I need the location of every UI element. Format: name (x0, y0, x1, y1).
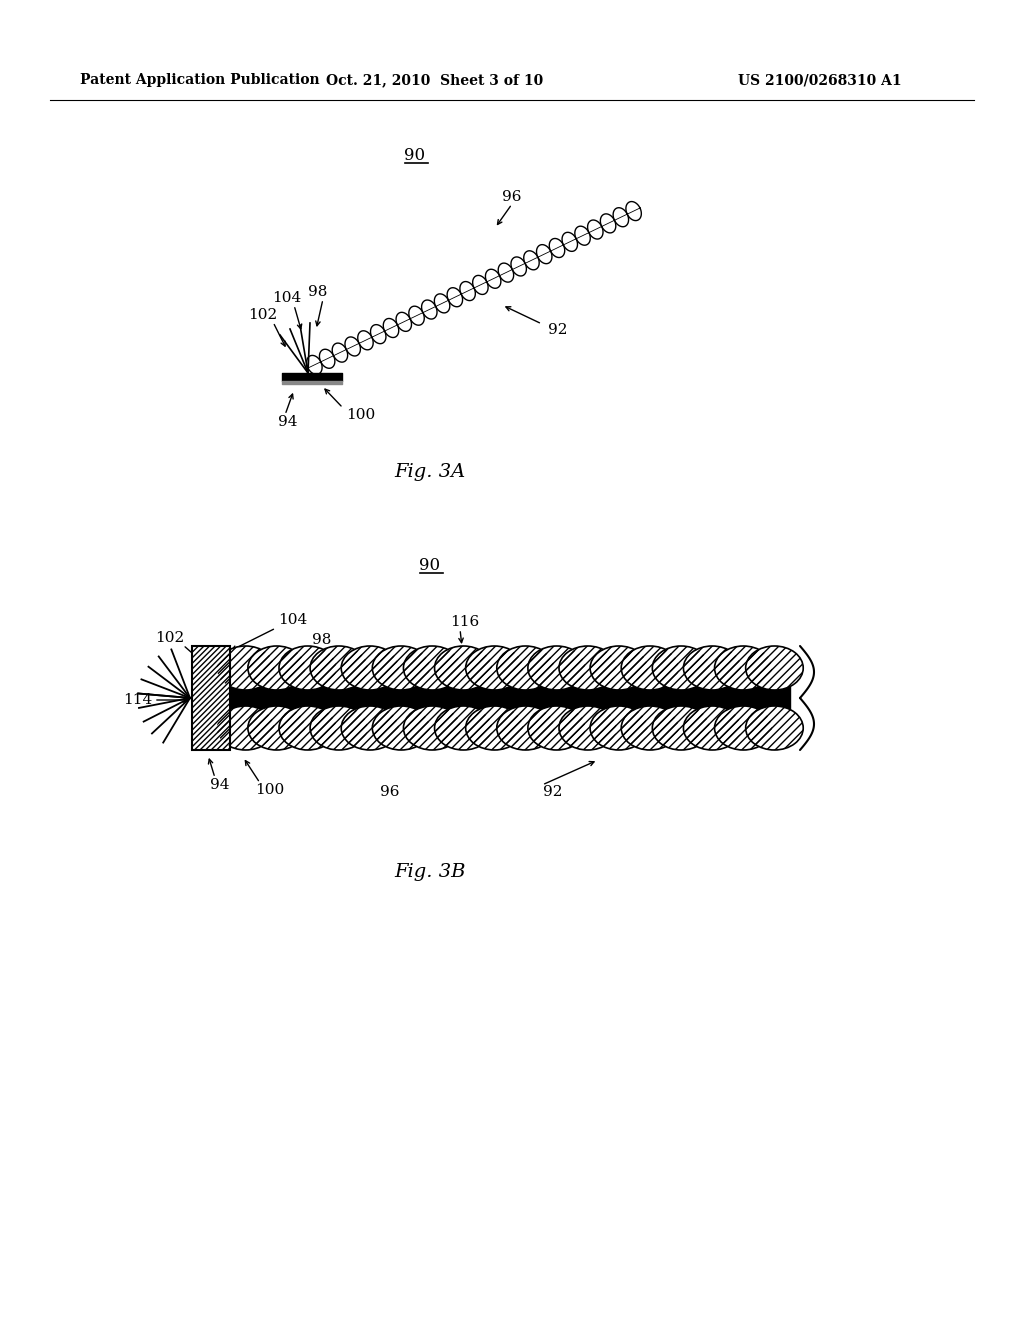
Ellipse shape (466, 645, 523, 690)
Ellipse shape (248, 645, 305, 690)
Ellipse shape (341, 645, 398, 690)
Text: Patent Application Publication: Patent Application Publication (80, 73, 319, 87)
Text: 100: 100 (346, 408, 375, 422)
Text: 114: 114 (123, 693, 152, 708)
Text: 104: 104 (272, 290, 301, 305)
Ellipse shape (622, 645, 679, 690)
Ellipse shape (310, 645, 368, 690)
Text: 104: 104 (278, 612, 307, 627)
Ellipse shape (652, 645, 710, 690)
Text: Oct. 21, 2010  Sheet 3 of 10: Oct. 21, 2010 Sheet 3 of 10 (327, 73, 544, 87)
Ellipse shape (373, 645, 430, 690)
Text: 116: 116 (450, 615, 479, 630)
Ellipse shape (745, 706, 803, 750)
Text: 100: 100 (255, 783, 285, 797)
Text: 110: 110 (282, 711, 311, 725)
Bar (193, 645, 230, 750)
Text: 96: 96 (502, 190, 522, 205)
Ellipse shape (403, 706, 461, 750)
Text: 98: 98 (312, 634, 332, 647)
Text: 92: 92 (543, 785, 562, 799)
Ellipse shape (497, 706, 554, 750)
Text: 94: 94 (278, 414, 298, 429)
Ellipse shape (279, 706, 337, 750)
Ellipse shape (683, 645, 741, 690)
Ellipse shape (559, 706, 616, 750)
Ellipse shape (715, 645, 772, 690)
Ellipse shape (715, 706, 772, 750)
Ellipse shape (403, 645, 461, 690)
Text: Fig. 3B: Fig. 3B (394, 863, 466, 880)
Bar (193, 645, 230, 750)
Ellipse shape (466, 706, 523, 750)
Text: 98: 98 (308, 285, 328, 300)
Ellipse shape (497, 645, 554, 690)
Ellipse shape (683, 706, 741, 750)
Text: 92: 92 (548, 323, 567, 337)
Text: 112: 112 (438, 709, 468, 723)
Ellipse shape (341, 706, 398, 750)
Ellipse shape (434, 706, 493, 750)
Text: 90: 90 (404, 147, 426, 164)
Text: Fig. 3A: Fig. 3A (394, 463, 466, 480)
Ellipse shape (279, 645, 337, 690)
Ellipse shape (310, 706, 368, 750)
Ellipse shape (373, 706, 430, 750)
Text: 96: 96 (380, 785, 399, 799)
Text: US 2100/0268310 A1: US 2100/0268310 A1 (738, 73, 902, 87)
Text: 102: 102 (155, 631, 184, 645)
Ellipse shape (217, 706, 274, 750)
Ellipse shape (248, 706, 305, 750)
Text: 102: 102 (248, 308, 278, 322)
Text: 90: 90 (420, 557, 440, 573)
Text: 94: 94 (210, 777, 229, 792)
Ellipse shape (745, 645, 803, 690)
Ellipse shape (528, 645, 586, 690)
Ellipse shape (217, 645, 274, 690)
Ellipse shape (434, 645, 493, 690)
Ellipse shape (622, 706, 679, 750)
Ellipse shape (559, 645, 616, 690)
Ellipse shape (652, 706, 710, 750)
Ellipse shape (590, 706, 647, 750)
Ellipse shape (590, 645, 647, 690)
Ellipse shape (528, 706, 586, 750)
